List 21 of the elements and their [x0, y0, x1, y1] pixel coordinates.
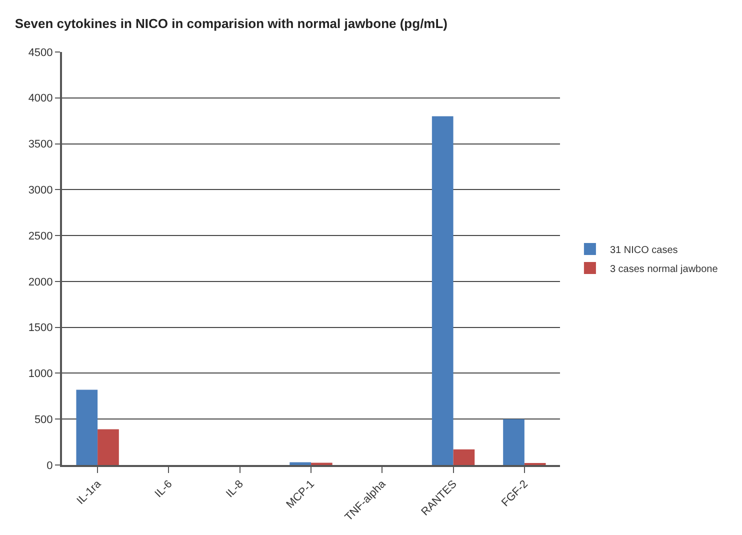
y-tick-label: 1000: [28, 368, 53, 380]
bar: [290, 462, 311, 465]
chart-title: Seven cytokines in NICO in comparision with normal jawbone (pg/mL): [14, 16, 448, 31]
y-tick-label: 1500: [28, 322, 53, 334]
y-tick-label: 2000: [28, 276, 53, 288]
legend-label: 31 NICO cases: [610, 244, 678, 256]
bar: [453, 449, 475, 465]
x-tick-label: IL-8: [224, 478, 246, 500]
y-tick-label: 3500: [28, 138, 53, 151]
x-tick-label: IL-6: [152, 478, 175, 500]
bar: [503, 419, 524, 465]
y-tick-label: 4000: [28, 92, 53, 105]
bar: [432, 116, 454, 465]
y-tick-label: 0: [46, 460, 53, 472]
legend-label: 3 cases normal jawbone: [610, 264, 718, 275]
bar: [76, 390, 98, 465]
y-tick-label: 3000: [28, 184, 53, 197]
bar: [98, 429, 119, 465]
y-tick-label: 500: [34, 414, 53, 426]
y-tick-label: 2500: [28, 230, 53, 242]
y-tick-label: 4500: [28, 46, 53, 59]
